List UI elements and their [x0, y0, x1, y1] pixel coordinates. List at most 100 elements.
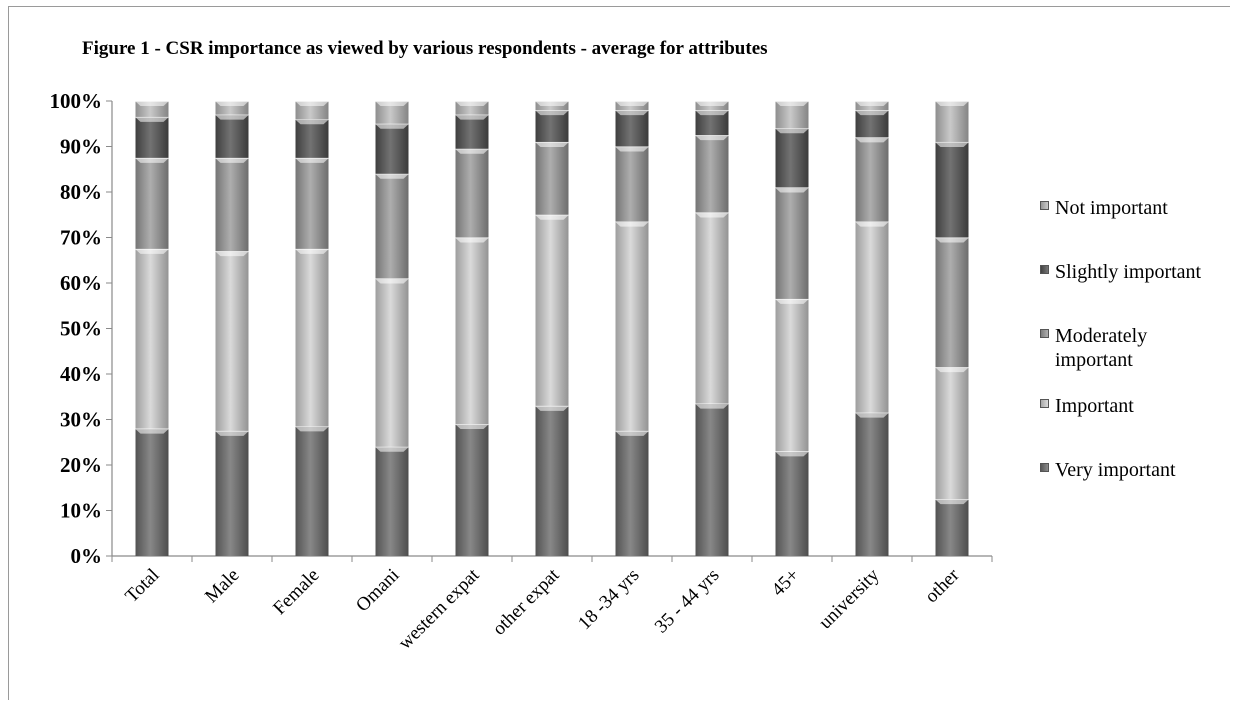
x-category-label: 18 -34 yrs	[574, 565, 643, 634]
y-tick-label: 40%	[60, 362, 102, 386]
bar-stack	[935, 100, 969, 556]
x-category-label: Male	[201, 565, 243, 607]
legend-swatch	[1040, 265, 1049, 274]
bar-segment	[695, 403, 729, 556]
bar-segment-bevel	[935, 142, 969, 147]
bar-segment	[455, 114, 489, 149]
bar-segment	[855, 137, 889, 222]
bar-segment-bevel	[535, 110, 569, 116]
bar-segment-bevel	[775, 187, 809, 193]
x-category-label: western expat	[394, 564, 484, 654]
bar-segment-bevel	[775, 451, 809, 457]
y-tick-label: 50%	[60, 317, 102, 341]
bar-segment	[215, 114, 249, 158]
y-tick-label: 70%	[60, 226, 102, 250]
bar-segment-bevel	[215, 158, 249, 163]
bar-segment-bevel	[855, 137, 889, 143]
bar-segment	[935, 367, 969, 500]
bar-segment-bevel	[135, 249, 169, 254]
bar-segment	[135, 248, 169, 429]
bar-segment-bevel	[535, 215, 569, 220]
bar-segment-bevel	[455, 115, 489, 120]
x-category-label: other expat	[489, 564, 564, 639]
bar-segment-bevel	[615, 222, 649, 227]
bar-segment-bevel	[295, 119, 329, 125]
bar-segment	[375, 173, 409, 279]
y-tick-label: 90%	[60, 135, 102, 159]
bar-segment-bevel	[855, 101, 889, 106]
bar-segment-bevel	[695, 212, 729, 218]
bar-segment-bevel	[375, 101, 409, 106]
bar-segment	[295, 157, 329, 249]
x-category-label: Female	[269, 565, 323, 619]
chart-title: Figure 1 - CSR importance as viewed by v…	[82, 38, 768, 59]
bar-segment-bevel	[215, 101, 249, 106]
bar-segment-bevel	[855, 413, 889, 418]
bar-segment	[375, 446, 409, 556]
bar-stack	[295, 100, 329, 556]
x-category-label: university	[815, 564, 884, 633]
bar-segment-bevel	[935, 499, 969, 505]
bar-segment-bevel	[615, 431, 649, 436]
bar-segment-bevel	[455, 149, 489, 154]
bar-segment	[695, 212, 729, 404]
bar-segment	[935, 101, 969, 142]
bar-segment-bevel	[695, 101, 729, 106]
bar-stack	[135, 100, 169, 556]
bar-segment-bevel	[935, 367, 969, 373]
bar-segment-bevel	[455, 424, 489, 430]
chart-frame	[8, 6, 1230, 700]
bar-segment-bevel	[375, 124, 409, 129]
bar-segment	[455, 237, 489, 425]
legend-swatch	[1040, 463, 1049, 472]
legend-label: Slightly important	[1055, 261, 1202, 283]
bar-segment	[535, 405, 569, 556]
bars	[135, 100, 969, 556]
bar-stack	[855, 100, 889, 556]
x-category-label: Total	[121, 565, 163, 607]
bar-segment	[935, 237, 969, 368]
bar-segment	[935, 499, 969, 556]
bar-segment	[135, 157, 169, 249]
bar-segment	[375, 123, 409, 174]
bar-segment-bevel	[615, 101, 649, 106]
bar-segment	[455, 424, 489, 556]
bar-segment-bevel	[855, 110, 889, 116]
bar-stack	[455, 100, 489, 556]
y-tick-label: 80%	[60, 180, 102, 204]
bar-segment-bevel	[295, 158, 329, 163]
bar-segment	[615, 221, 649, 431]
bar-segment	[535, 141, 569, 215]
bar-segment	[135, 116, 169, 158]
bar-segment-bevel	[215, 251, 249, 257]
bar-segment	[295, 119, 329, 158]
bar-segment	[775, 298, 809, 452]
y-tick-label: 100%	[50, 89, 103, 113]
x-category-label: Omani	[352, 565, 403, 616]
bar-segment-bevel	[695, 135, 729, 141]
bar-segment	[855, 221, 889, 413]
bar-segment	[295, 248, 329, 427]
bar-segment	[695, 135, 729, 213]
bar-segment-bevel	[295, 426, 329, 432]
bar-segment-bevel	[535, 142, 569, 147]
legend-swatch	[1040, 329, 1049, 338]
bar-segment-bevel	[375, 278, 409, 284]
bar-segment	[295, 426, 329, 556]
legend-label: Not important	[1055, 197, 1168, 219]
legend-label: Important	[1055, 395, 1134, 417]
bar-segment	[375, 278, 409, 447]
y-tick-label: 10%	[60, 499, 102, 523]
bar-segment-bevel	[935, 101, 969, 106]
bar-stack	[615, 100, 649, 556]
bar-segment-bevel	[135, 429, 169, 434]
bar-segment-bevel	[295, 249, 329, 254]
bar-segment-bevel	[215, 431, 249, 436]
bar-stack	[775, 100, 809, 556]
bar-stack	[695, 100, 729, 556]
bar-segment-bevel	[455, 238, 489, 243]
bar-segment-bevel	[695, 404, 729, 409]
x-category-label: 35 - 44 yrs	[651, 565, 724, 638]
